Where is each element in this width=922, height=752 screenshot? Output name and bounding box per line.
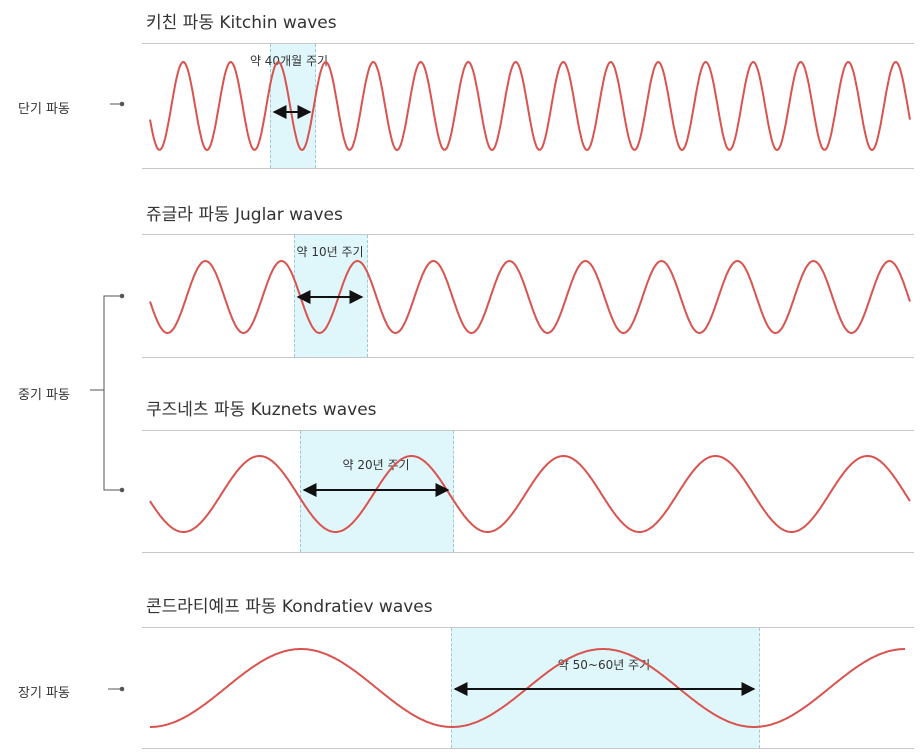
juglar-title: 쥬글라 파동 Juglar waves <box>146 205 343 225</box>
medium-bracket-top-dot <box>119 293 125 299</box>
kitchin-wave <box>149 60 911 152</box>
kuznets-period-label: 약 20년 주기 <box>342 458 410 472</box>
kuznets-title: 쿠즈네츠 파동 Kuznets waves <box>146 400 377 420</box>
kitchin-top-rule <box>142 43 914 44</box>
medium-bracket <box>103 295 120 491</box>
medium-bracket-bottom-dot <box>119 487 125 493</box>
short-pointer-dot <box>119 101 125 107</box>
kondratiev-period-label: 약 50~60년 주기 <box>557 658 651 672</box>
kuznets-bottom-rule <box>142 552 914 553</box>
long-term-label: 장기 파동 <box>18 686 70 701</box>
juglar-top-rule <box>142 234 914 235</box>
kondratiev-top-rule <box>142 627 914 628</box>
kitchin-period-label: 약 40개월 주기 <box>249 54 329 68</box>
juglar-period-label: 약 10년 주기 <box>296 245 364 259</box>
juglar-wave <box>149 259 911 335</box>
kitchin-title: 키친 파동 Kitchin waves <box>146 13 337 33</box>
juglar-bottom-rule <box>142 357 914 358</box>
kondratiev-title: 콘드라티예프 파동 Kondratiev waves <box>146 597 433 617</box>
medium-term-label: 중기 파동 <box>18 388 70 403</box>
kitchin-bottom-rule <box>142 168 914 169</box>
kuznets-wave <box>149 455 911 533</box>
kondratiev-bottom-rule <box>142 748 914 749</box>
short-term-label: 단기 파동 <box>18 102 70 117</box>
long-pointer-dot <box>119 686 125 692</box>
kuznets-top-rule <box>142 430 914 431</box>
